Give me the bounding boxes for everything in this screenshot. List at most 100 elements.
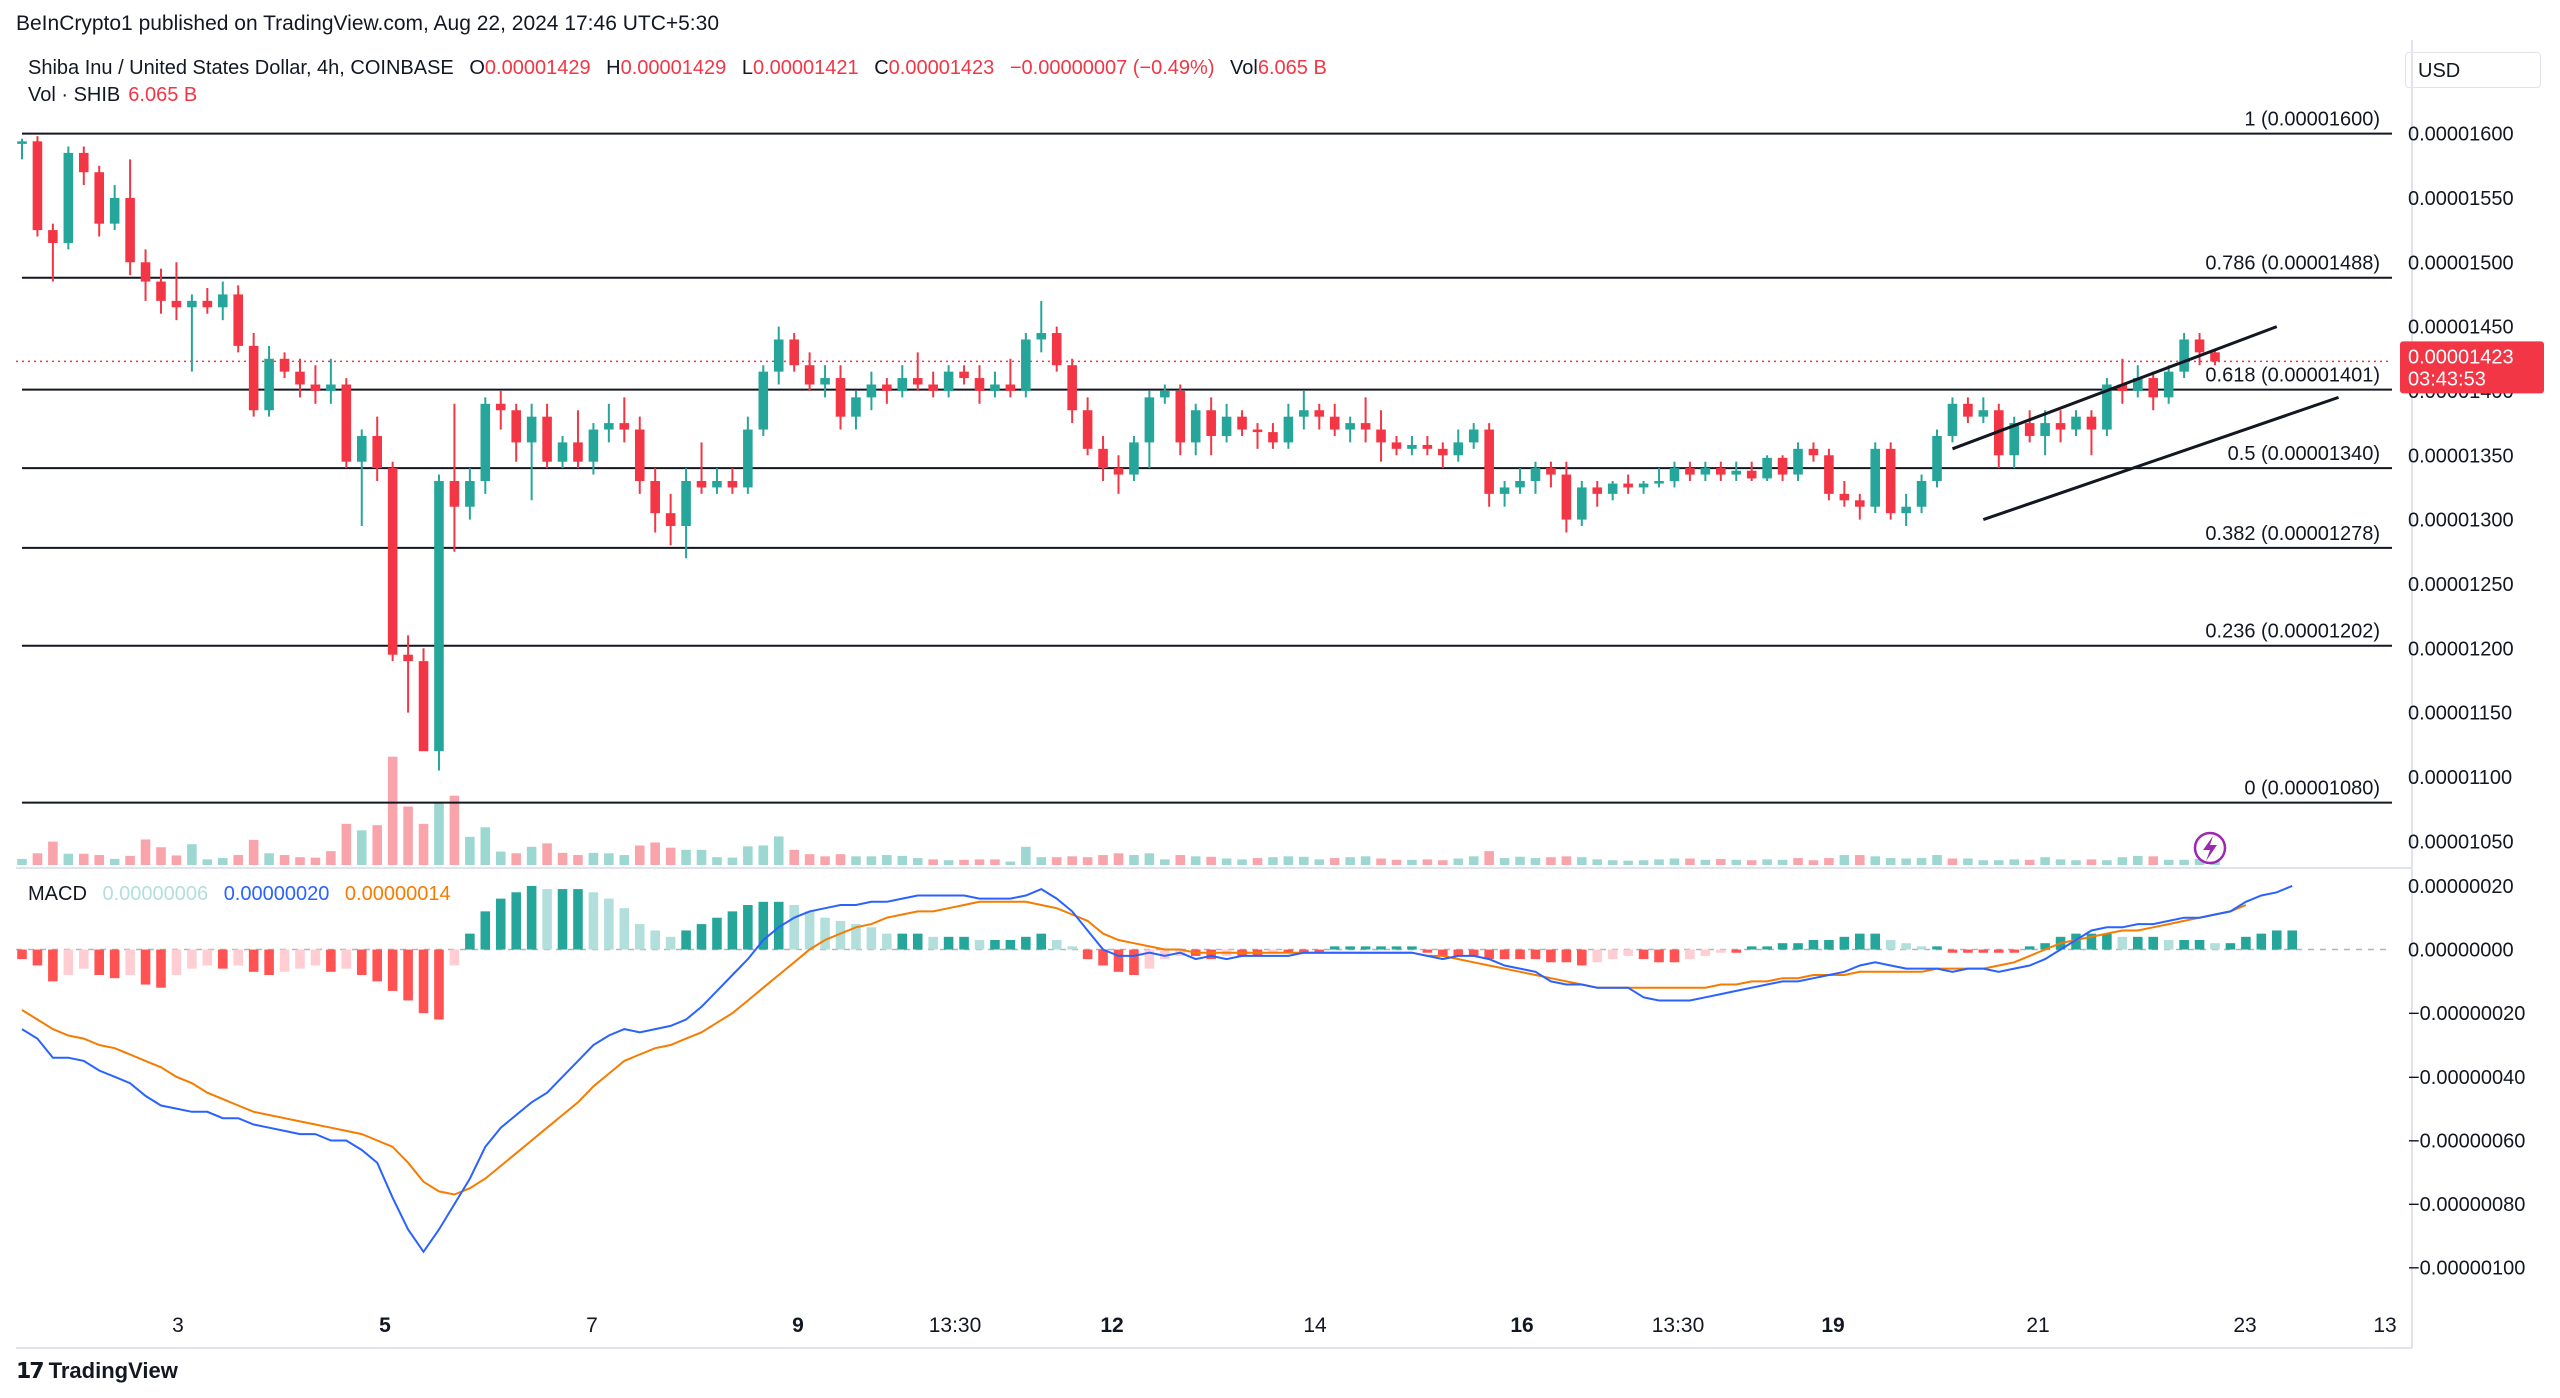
price-axis-tick: 0.00001550: [2408, 188, 2514, 210]
macd-histogram-bar: [279, 949, 290, 972]
volume-bar: [650, 842, 660, 865]
macd-histogram-bar: [2086, 933, 2097, 950]
macd-histogram-bar: [1129, 949, 1139, 975]
macd-histogram-bar: [2071, 933, 2081, 950]
volume-bar: [1607, 860, 1618, 865]
candle-body: [495, 403, 506, 411]
macd-histogram-bar: [820, 917, 830, 950]
candle-body: [1329, 416, 1340, 430]
candle-body: [465, 481, 475, 507]
volume-bar: [743, 846, 753, 865]
macd-indicator-label[interactable]: MACD: [28, 883, 87, 905]
candle-body: [1499, 487, 1510, 494]
volume-bar: [140, 839, 151, 865]
price-axis-tick: 0.00001050: [2408, 831, 2514, 853]
candle-body: [526, 416, 537, 443]
candle-body: [1036, 333, 1047, 340]
volume-legend: Vol · SHIB 6.065 B: [28, 84, 197, 107]
candle-body: [403, 654, 413, 662]
volume-bar: [171, 855, 182, 865]
macd-histogram-bar: [1067, 946, 1077, 950]
macd-histogram-bar: [1051, 940, 1062, 950]
candle-body: [866, 384, 877, 398]
macd-histogram-bar: [356, 949, 367, 975]
macd-histogram-bar: [2132, 936, 2143, 950]
macd-histogram-bar: [619, 908, 630, 950]
volume-bar: [665, 847, 676, 865]
chart-frame: [16, 40, 2413, 1349]
volume-bar: [248, 839, 259, 865]
candle-body: [1530, 468, 1541, 481]
candle-body: [449, 481, 460, 507]
volume-bar: [1407, 859, 1417, 865]
volume-bar: [356, 830, 367, 865]
volume-bar: [1051, 857, 1062, 865]
macd-histogram-bar: [217, 949, 228, 969]
candle-body: [1098, 448, 1108, 469]
volume-bar: [1067, 856, 1077, 865]
candle-body: [2163, 371, 2174, 398]
volume-bar: [619, 855, 630, 865]
candle-body: [511, 410, 521, 443]
macd-histogram-bar: [17, 949, 27, 960]
volume-bar: [1345, 857, 1355, 865]
macd-histogram-bar: [1484, 949, 1494, 960]
macd-histogram-bar: [1623, 949, 1633, 956]
candle-body: [1824, 455, 1834, 494]
macd-histogram-bar: [1963, 949, 1973, 953]
time-axis-tick: 19: [1821, 1314, 1844, 1337]
candle-body: [851, 397, 861, 417]
symbol-title[interactable]: Shiba Inu / United States Dollar, 4h, CO…: [28, 57, 454, 79]
volume-bar: [2009, 859, 2020, 865]
volume-bar: [372, 825, 382, 865]
volume-bar: [2086, 859, 2097, 865]
macd-histogram-bar: [511, 892, 521, 950]
candle-body: [974, 378, 985, 391]
candle-body: [758, 371, 769, 430]
candle-body: [1005, 384, 1016, 391]
candle-body: [2055, 423, 2066, 430]
candle-body: [187, 300, 197, 308]
macd-histogram-bar: [2271, 930, 2282, 950]
volume-bar: [1005, 861, 1016, 865]
candle-body: [2210, 352, 2220, 362]
volume-bar: [758, 845, 769, 865]
candle-body: [2179, 339, 2189, 372]
time-axis-tick: 5: [379, 1314, 391, 1337]
macd-histogram-bar: [1885, 940, 1896, 950]
macd-legend: MACD 0.00000006 0.00000020 0.00000014: [28, 883, 451, 906]
volume-bar: [1422, 859, 1433, 865]
candle-body: [696, 481, 707, 488]
volume-series-label[interactable]: Vol · SHIB: [28, 84, 121, 106]
macd-line: [21, 884, 2293, 1254]
time-axis-tick: 12: [1100, 1314, 1123, 1337]
macd-axis-tick: −0.00000100: [2408, 1258, 2525, 1280]
candle-body: [156, 281, 166, 301]
tradingview-logo[interactable]: 𝟭𝟳 TradingView: [16, 1358, 178, 1384]
signal-line: [21, 900, 2247, 1196]
candle-body: [387, 468, 398, 655]
macd-histogram-bar: [202, 949, 213, 966]
macd-histogram-bar: [264, 949, 274, 975]
volume-bar: [804, 854, 815, 865]
volume-bar: [1314, 859, 1325, 865]
candle-body: [78, 152, 89, 173]
candle-body: [125, 197, 135, 263]
volume-bar: [1453, 858, 1464, 865]
macd-histogram-bar: [1901, 943, 1911, 950]
volume-bar: [495, 851, 506, 865]
candle-body: [1221, 416, 1232, 436]
volume-bar: [897, 855, 908, 865]
volume-bar: [2071, 860, 2081, 865]
open-value: 0.00001429: [484, 57, 591, 79]
volume-bar: [32, 853, 43, 865]
ascending-channel: [1951, 325, 2340, 522]
currency-button[interactable]: USD: [2405, 52, 2541, 88]
macd-histogram-bar: [94, 949, 105, 975]
high-label: H: [606, 57, 621, 79]
macd-histogram-bar: [758, 901, 769, 950]
candle-body: [588, 429, 599, 462]
volume-bar: [109, 858, 120, 865]
volume-bar: [1252, 858, 1263, 865]
